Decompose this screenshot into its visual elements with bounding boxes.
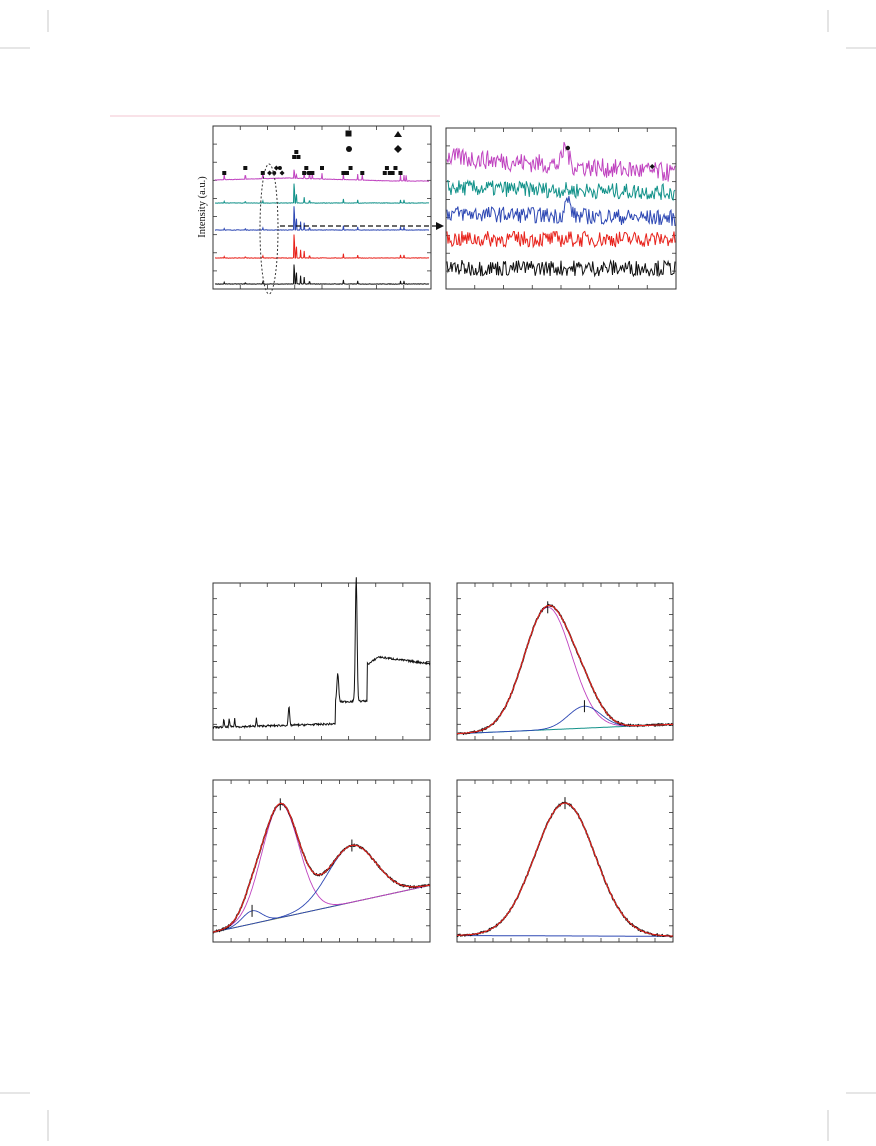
xps-fit-3-panel — [456, 779, 674, 943]
xrd-series-line — [215, 234, 430, 259]
crop-marks — [0, 10, 876, 1141]
xps-fit-1-series — [456, 601, 674, 736]
xas-series-line — [212, 577, 431, 730]
fit-component-line — [212, 844, 431, 933]
legend-circle-marker — [346, 146, 352, 152]
xrd-overview-series — [214, 169, 430, 285]
annotation-circle-marker — [565, 145, 571, 151]
fit-envelope-line — [457, 802, 673, 937]
xrd-series-line — [215, 183, 430, 204]
xrd-zoom-series-line — [446, 259, 676, 278]
xps-fit-1-frame — [456, 582, 674, 741]
phase-marker-square — [302, 171, 307, 175]
xrd-zoom-panel — [445, 127, 677, 290]
xps-fit-2-frame — [212, 779, 431, 943]
phase-marker-square — [310, 171, 315, 175]
phase-marker-square — [341, 171, 346, 175]
phase-marker-square — [222, 171, 227, 175]
xrd-zoom-series-line — [446, 230, 676, 249]
annotation-diamond-marker — [649, 164, 655, 169]
xas-spectrum-panel — [212, 577, 431, 741]
xps-fit-1-ticks — [457, 583, 673, 740]
phase-marker-diamond — [279, 170, 285, 176]
phase-marker-square — [348, 166, 353, 170]
phase-marker-square — [296, 155, 301, 159]
measured-spectrum-line — [456, 801, 674, 938]
phase-marker-square — [398, 171, 403, 175]
phase-legend — [345, 130, 402, 153]
phase-marker-square — [360, 171, 365, 175]
fit-envelope-line — [212, 802, 431, 933]
phase-marker-square — [243, 166, 248, 170]
xps-fit-2-panel — [212, 779, 431, 943]
phase-marker-square — [260, 171, 265, 175]
phase-marker-circle — [277, 166, 282, 170]
phase-marker-square — [304, 166, 309, 170]
phase-marker-square — [390, 171, 395, 175]
zoom-region-ellipse — [259, 163, 279, 295]
phase-marker-square — [393, 166, 398, 170]
legend-square-marker — [345, 130, 352, 137]
phase-marker-square — [292, 155, 297, 159]
fit-component-line — [457, 802, 673, 937]
xrd-zoom-series-line — [446, 179, 676, 202]
fit-component-line — [457, 606, 673, 735]
phase-marker-diamond — [267, 170, 273, 176]
xps-fit-2-series — [212, 798, 431, 934]
xps-fit-3-ticks — [457, 780, 673, 942]
xrd-series-line — [214, 264, 430, 285]
xas-spectrum-ticks — [213, 583, 430, 740]
fit-component-line — [457, 705, 673, 735]
xrd-overview-panel: Intensity (a.u.) — [197, 125, 432, 295]
fit-background-line — [457, 935, 673, 937]
phase-marker-square — [387, 171, 392, 175]
xrd-zoom-annotations — [565, 145, 655, 169]
legend-triangle-marker — [394, 131, 402, 137]
phase-marker-square — [384, 166, 389, 170]
y-axis-label: Intensity (a.u.) — [197, 176, 208, 238]
xrd-zoom-series — [446, 141, 676, 278]
xrd-zoom-series-line — [446, 141, 676, 182]
xps-fit-3-series — [456, 797, 674, 938]
xps-fit-2-ticks — [213, 780, 430, 942]
fit-envelope-line — [457, 604, 673, 735]
xrd-series-line — [214, 169, 430, 182]
measured-spectrum-line — [212, 802, 431, 934]
xas-spectrum-series — [212, 577, 431, 730]
zoom-arrow — [280, 222, 444, 230]
xrd-series-line — [214, 206, 430, 231]
xas-spectrum-frame — [212, 582, 431, 741]
phase-marker-square — [320, 166, 324, 170]
phase-marker-circle — [306, 171, 311, 175]
xrd-overview-phase-markers — [222, 150, 403, 176]
xps-fit-1-panel — [456, 582, 674, 741]
phase-marker-square — [344, 171, 349, 175]
phase-marker-diamond — [273, 165, 279, 171]
xrd-zoom-series-line — [446, 195, 676, 227]
phase-marker-square — [294, 150, 299, 154]
phase-marker-square — [382, 171, 387, 175]
fit-component-line — [212, 803, 431, 933]
xrd-overview-ticks — [213, 126, 431, 289]
legend-diamond-marker — [394, 145, 402, 153]
